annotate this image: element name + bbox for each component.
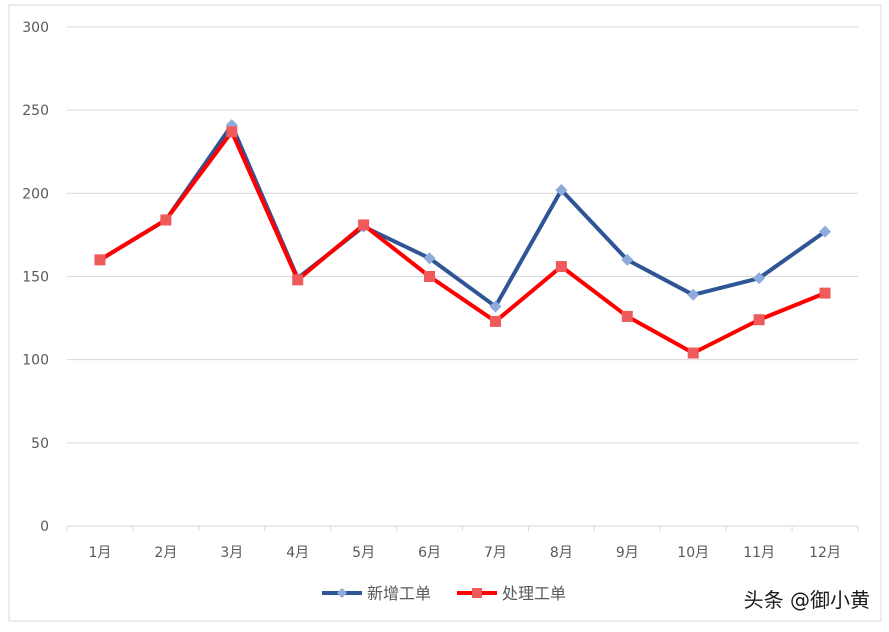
y-tick-label-200: 200 (22, 186, 49, 202)
y-tick-label-250: 250 (22, 103, 49, 119)
x-tick-label: 10月 (677, 545, 709, 561)
series-line (97, 123, 828, 309)
x-tick-label: 8月 (550, 545, 573, 561)
data-point (555, 184, 568, 197)
x-tick-label: 7月 (484, 545, 507, 561)
data-point (819, 287, 831, 299)
data-point (489, 300, 502, 313)
x-tick-label: 5月 (352, 545, 375, 561)
legend-item-2: 处理工单 (457, 584, 566, 603)
data-point (819, 225, 832, 238)
data-point (489, 315, 501, 327)
data-point (160, 214, 172, 226)
y-tick-label-100: 100 (22, 353, 49, 369)
x-tick-label: 2月 (154, 545, 177, 561)
x-tick-label: 11月 (743, 545, 775, 561)
legend-label: 新增工单 (367, 584, 431, 603)
y-tick-label-150: 150 (22, 270, 49, 286)
chart-area-border (8, 4, 882, 622)
data-point (687, 288, 700, 301)
data-point (687, 347, 699, 359)
series-layer (93, 119, 832, 359)
x-tick-label: 4月 (286, 545, 309, 561)
data-point (423, 252, 436, 265)
series-2 (94, 126, 831, 359)
data-point (292, 274, 304, 286)
x-axis: 1月 2月 3月 4月 5月 6月 7月 8月 9月 10月 11月 12月 (66, 526, 859, 561)
x-tick-label: 1月 (88, 545, 111, 561)
data-point (225, 119, 238, 132)
data-point (753, 314, 765, 326)
series-line (97, 129, 828, 356)
y-tick-label-50: 50 (31, 436, 49, 452)
data-point (358, 219, 370, 231)
data-point (424, 271, 436, 282)
watermark-text: 头条 @御小黄 (744, 588, 870, 612)
x-tick-label: 6月 (418, 545, 441, 561)
y-tick-label-300: 300 (22, 20, 49, 36)
data-point (621, 310, 633, 322)
legend-item-1: 新增工单 (322, 584, 431, 603)
x-tick-label: 3月 (220, 545, 243, 561)
data-point (555, 261, 567, 273)
legend-marker (472, 588, 482, 598)
data-point (621, 253, 634, 266)
data-point (753, 272, 766, 285)
y-tick-label-0: 0 (40, 519, 49, 535)
x-tick-label: 12月 (809, 545, 841, 561)
x-tick-label: 9月 (616, 545, 639, 561)
data-point (226, 126, 238, 138)
y-axis: 0 50 100 150 200 250 300 (22, 20, 49, 535)
legend-label: 处理工单 (502, 584, 566, 603)
legend-marker (337, 588, 347, 598)
gridlines (67, 26, 858, 527)
data-point (94, 254, 106, 266)
legend: 新增工单 处理工单 (322, 584, 566, 603)
